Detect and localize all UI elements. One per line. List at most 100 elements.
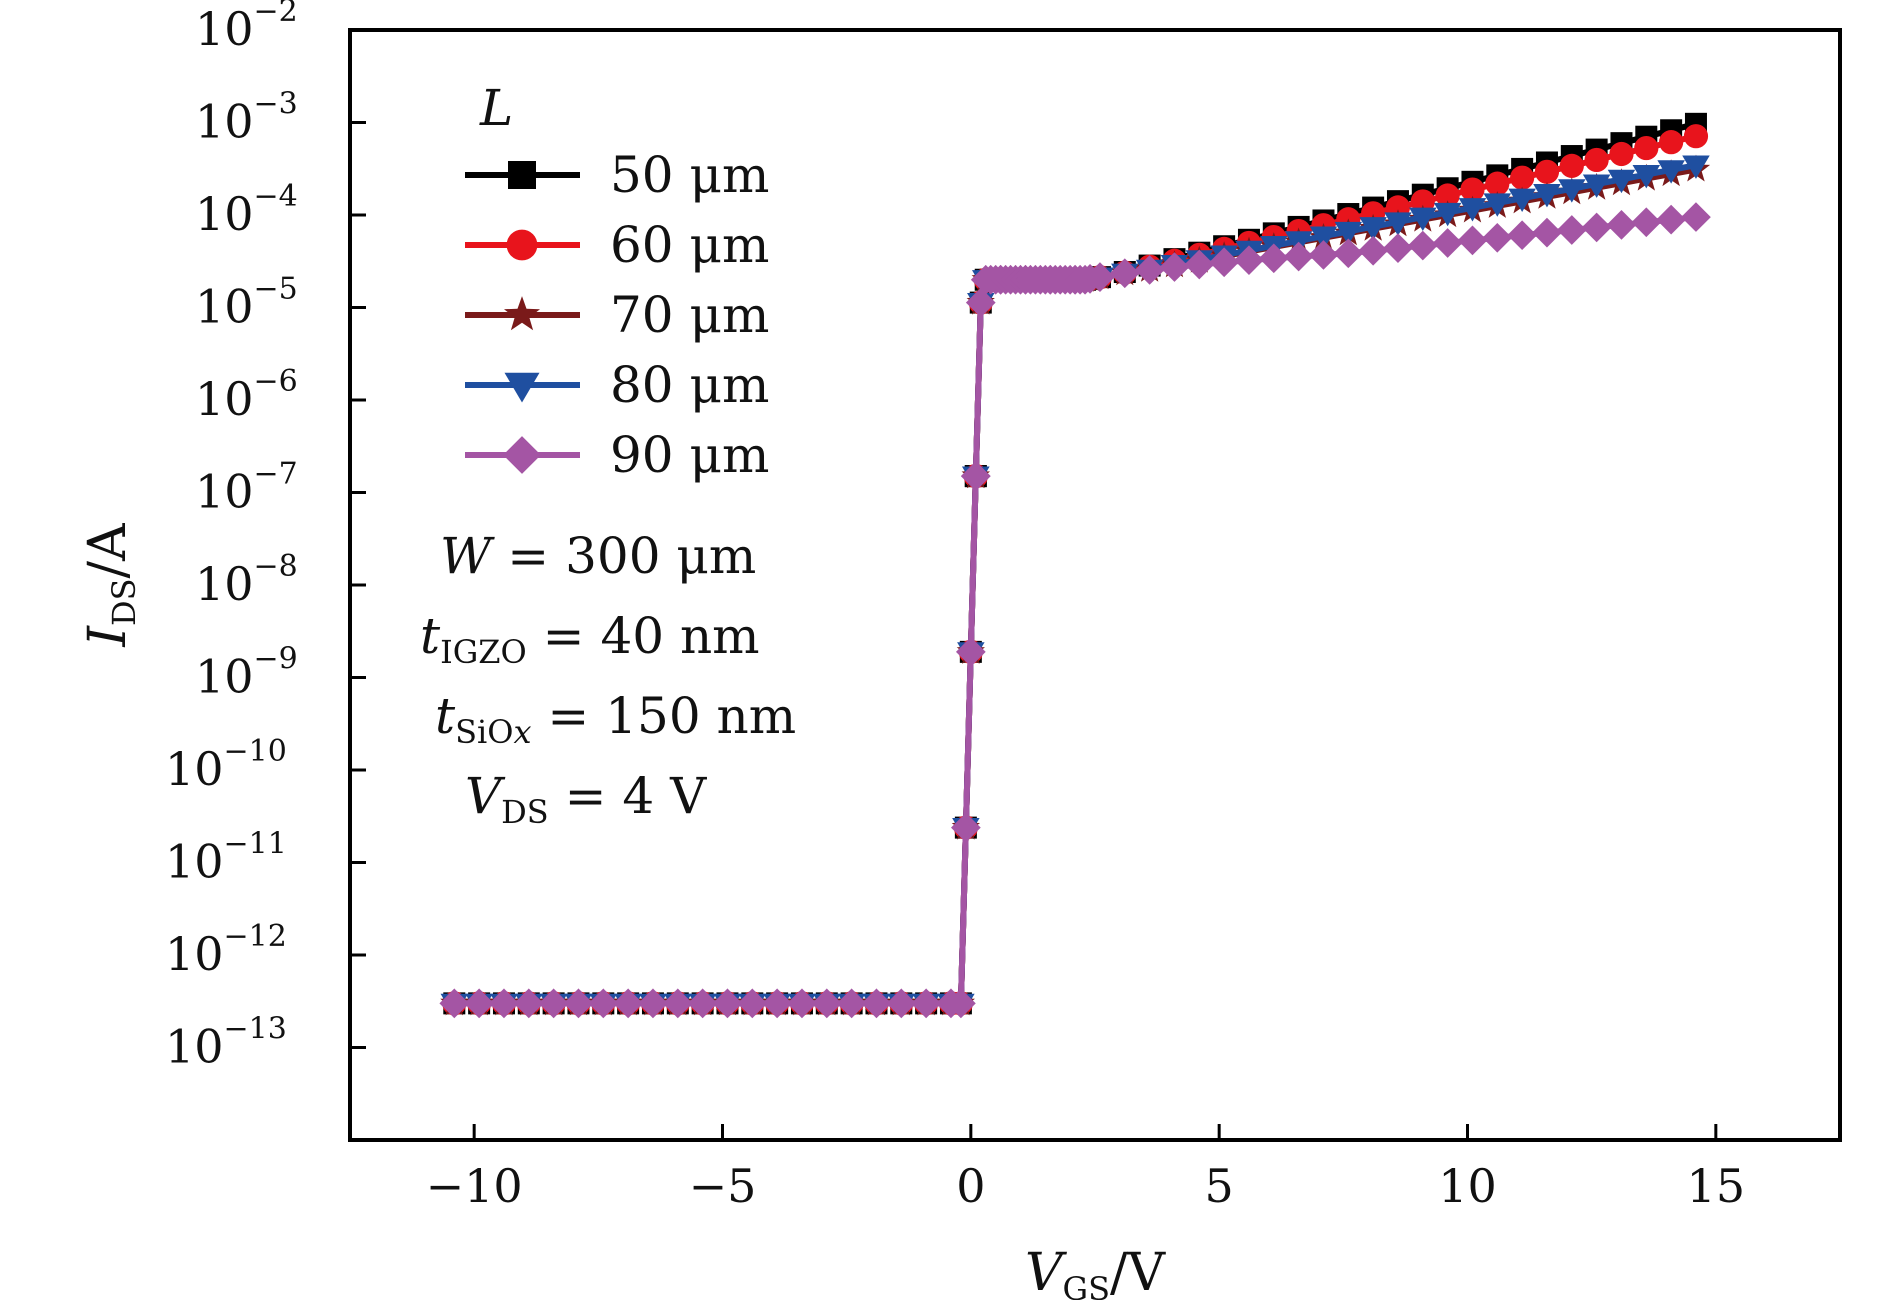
data-point [1606,209,1637,240]
data-point [1533,183,1561,208]
data-point [1457,225,1488,256]
legend-marker [504,296,540,331]
data-point [1582,174,1611,198]
x-tick-label: 0 [956,1159,985,1213]
annotation-siox-thickness: tSiOx = 150 nm [435,687,796,751]
data-point [1460,177,1485,202]
data-point [1631,207,1662,238]
legend: L 50 μm 60 μm 70 μm 80 μm 90 μm [465,79,769,484]
series-90-μm [439,202,1711,1019]
data-point [1656,204,1686,235]
data-point [464,988,494,1019]
data-point [1508,188,1536,213]
data-point [955,637,986,667]
data-point [563,988,594,1019]
data-point [1507,220,1537,251]
x-axis-ticks: −10 −5 0 5 10 15 [426,1124,1745,1213]
data-point [1384,212,1412,236]
x-tick-label: 15 [1687,1159,1746,1213]
x-tick-label: −5 [689,1159,757,1213]
data-point [1159,252,1190,282]
y-tick-label: 10−11 [165,827,287,889]
data-point [1510,165,1535,190]
annotation-igzo-thickness: tIGZO = 40 nm [420,607,760,671]
x-tick-label: 5 [1205,1159,1234,1213]
data-point [687,988,718,1019]
data-point [960,461,991,491]
data-point [1483,193,1512,217]
data-point [1634,135,1659,161]
data-point [1358,235,1388,266]
data-point [762,988,792,1019]
legend-entry: 70 μm [465,286,769,344]
y-tick-label: 10−12 [165,919,287,981]
legend-marker [508,161,536,189]
data-point [1407,230,1438,261]
x-axis-label: VGS/V [1025,1243,1167,1300]
legend-title: L [479,79,513,137]
data-point [1683,124,1709,149]
data-point [1584,147,1609,173]
legend-label: 70 μm [610,286,769,344]
data-point [1556,215,1587,245]
data-point [1609,141,1634,167]
data-point [662,988,693,1019]
data-point [811,988,842,1019]
legend-marker [506,229,538,261]
y-tick-label: 10−6 [195,364,298,426]
data-point [638,988,668,1019]
data-point [513,988,544,1019]
data-point [712,988,743,1019]
y-tick-label: 10−5 [195,272,298,334]
data-point [911,988,941,1019]
data-point [1432,228,1463,258]
data-point [1258,243,1289,274]
legend-entry: 60 μm [465,216,769,274]
annotation-width: W = 300 μm [440,527,756,585]
y-tick-label: 10−2 [195,0,298,56]
data-point [1409,207,1437,231]
y-axis-ticks: 10−2 10−3 10−4 10−5 10−6 10−7 10−8 10−9 10−10 10−… [165,0,366,1074]
data-point [1109,258,1140,289]
data-point [439,988,470,1019]
data-point [1383,233,1413,264]
y-tick-label: 10−7 [195,457,298,519]
plot-frame [348,28,1842,1142]
data-point [1659,130,1684,155]
legend-marker [504,372,540,403]
data-point [787,988,817,1019]
data-point [1283,241,1314,272]
data-point [613,988,643,1019]
data-point [1234,245,1264,276]
data-point [1308,240,1339,270]
y-tick-label: 10−4 [195,179,298,241]
data-point [1657,160,1685,184]
legend-entry: 80 μm [465,356,769,414]
legend-label: 90 μm [610,426,769,484]
data-point [1433,202,1462,227]
legend-entry: 50 μm [465,146,769,204]
data-point [489,988,519,1019]
parameter-annotations: W = 300 μm tIGZO = 40 nm tSiOx = 150 nm … [420,527,796,831]
data-point [1532,217,1562,248]
data-point [836,988,867,1019]
data-point [861,988,892,1019]
data-point [1632,165,1661,189]
data-point [1682,155,1710,179]
legend-label: 50 μm [610,146,769,204]
y-tick-label: 10−9 [195,642,298,704]
x-tick-label: 10 [1438,1159,1497,1213]
data-point [1485,171,1510,196]
data-point [951,812,981,843]
y-tick-label: 10−8 [195,549,298,611]
data-point [1134,255,1165,285]
data-point [1334,221,1363,246]
data-point [1534,159,1560,184]
data-point [588,988,619,1019]
data-point [1184,249,1215,280]
annotation-drain-voltage: VDS = 4 V [465,767,707,831]
data-point [1607,169,1636,194]
data-point [1559,153,1584,178]
data-point [1410,189,1435,214]
